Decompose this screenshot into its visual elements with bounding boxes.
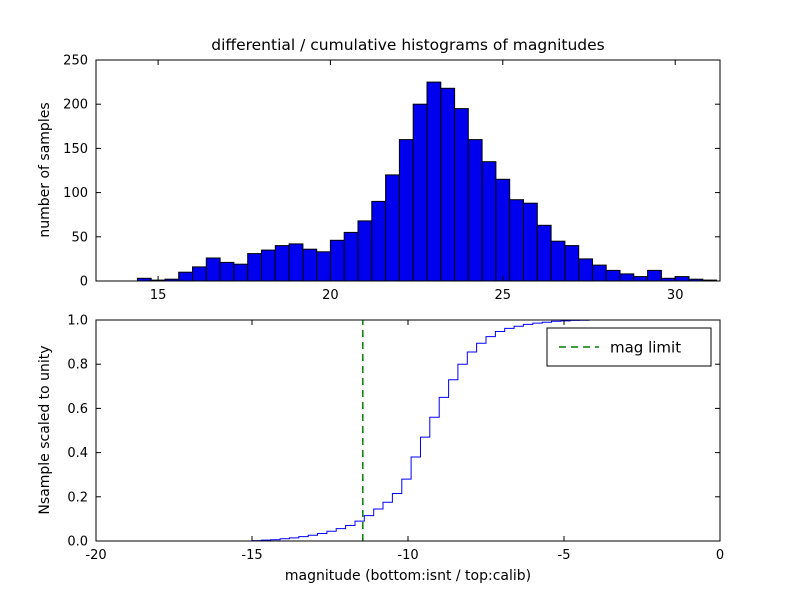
x-tick-label: -5 [558, 548, 571, 563]
y-tick-label: 0.6 [67, 402, 88, 417]
bottom-ylabel: Nsample scaled to unity [37, 345, 53, 515]
histogram-bar [619, 273, 635, 282]
histogram-bar [564, 245, 580, 282]
histogram-bar [550, 240, 566, 282]
y-tick-label: 50 [71, 230, 88, 245]
histogram-bar [329, 239, 345, 282]
histogram-bar [385, 174, 400, 282]
histogram-bar [481, 161, 497, 282]
y-tick-label: 0.2 [67, 490, 88, 505]
y-tick-label: 100 [63, 186, 88, 201]
histogram-bar [440, 87, 456, 282]
legend-label: mag limit [610, 339, 681, 357]
y-tick-label: 200 [63, 98, 88, 113]
histogram-bar [426, 81, 442, 282]
y-tick-label: 0.0 [67, 535, 88, 550]
x-tick-label: 15 [150, 288, 167, 303]
histogram-bar [412, 103, 428, 282]
histogram-bar [398, 139, 414, 282]
histogram-bar [371, 200, 387, 282]
x-tick-label: -10 [397, 548, 418, 563]
x-tick-label: 0 [716, 548, 724, 563]
histogram-bar [591, 264, 607, 282]
histogram-bar [219, 261, 235, 282]
histogram-bar [233, 263, 249, 282]
bottom-axes: -20 -15 -10 -5 0 0.0 0.2 0.4 0.6 0.8 1.0 [67, 314, 724, 564]
x-tick-label: 20 [322, 288, 339, 303]
histogram-bar [454, 108, 469, 282]
histogram-bars [136, 81, 718, 282]
y-tick-label: 0.4 [67, 446, 88, 461]
histogram-bar [178, 271, 193, 282]
x-tick-label: 30 [667, 288, 684, 303]
axes-frame [95, 59, 721, 282]
histogram-bar [674, 276, 690, 282]
histogram-bar [605, 269, 621, 282]
histogram-bar [316, 251, 331, 282]
histogram-bar [261, 249, 276, 282]
histogram-bar [357, 220, 373, 282]
y-tick-label: 0.8 [67, 358, 88, 373]
y-tick-label: 1.0 [67, 314, 88, 329]
cumulative-step-line [242, 319, 720, 542]
y-tick-label: 0 [80, 275, 88, 290]
histogram-bar [633, 276, 649, 282]
histogram-bar [495, 178, 511, 282]
histogram-bar [302, 248, 318, 282]
histogram-bar [288, 243, 304, 282]
x-tick-label: 25 [495, 288, 512, 303]
histogram-bar [647, 269, 662, 282]
legend: mag limit [546, 327, 712, 367]
x-tick-label: -20 [85, 548, 106, 563]
histogram-bar [509, 199, 525, 282]
top-ylabel: number of samples [37, 102, 53, 238]
histogram-bar [578, 258, 594, 282]
histogram-bar [467, 139, 483, 282]
histogram-bar [343, 231, 359, 282]
histogram-bar [536, 224, 552, 282]
bottom-xlabel: magnitude (bottom:isnt / top:calib) [284, 568, 532, 584]
histogram-bar [192, 266, 207, 282]
y-tick-label: 150 [63, 142, 88, 157]
histogram-bar [274, 245, 290, 282]
y-tick-label: 250 [63, 54, 88, 69]
histogram-bar [247, 253, 262, 282]
histogram-bar [523, 202, 538, 282]
histogram-bar [205, 257, 221, 282]
top-axes: 15 20 25 30 0 50 100 150 200 250 [63, 54, 721, 303]
figure-title: differential / cumulative histograms of … [211, 36, 605, 54]
x-tick-label: -15 [241, 548, 262, 563]
